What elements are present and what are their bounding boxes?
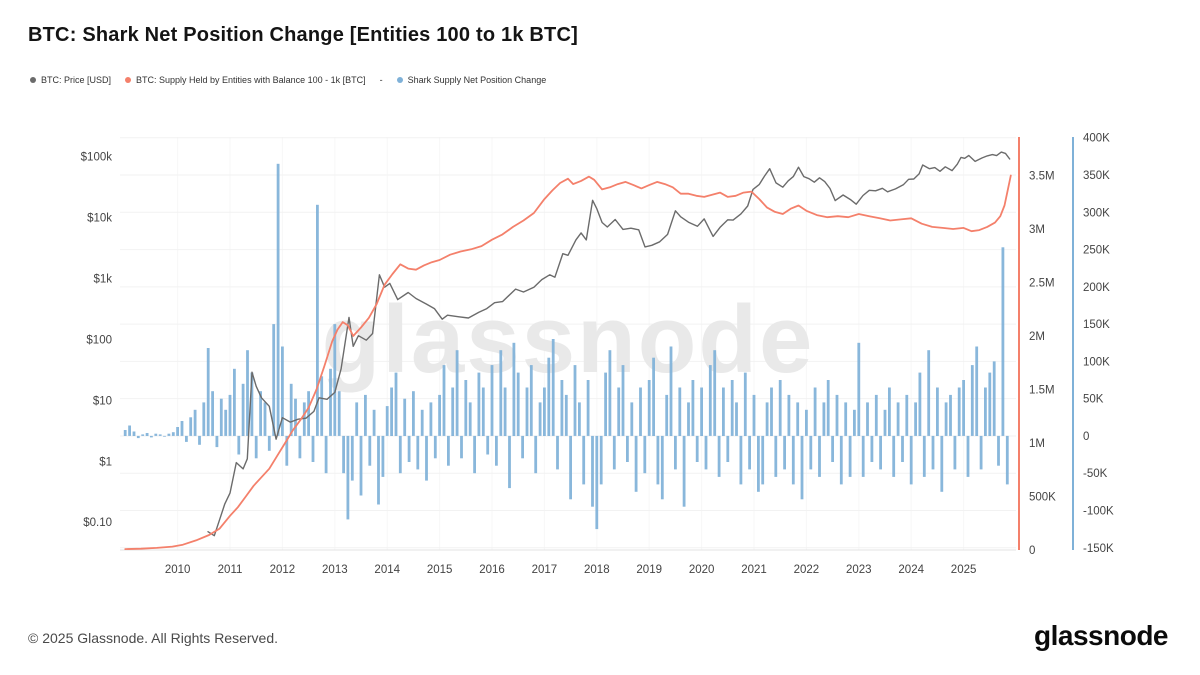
net-axis-tick: 400K [1083,133,1110,145]
legend-item-1[interactable]: BTC: Supply Held by Entities with Balanc… [125,75,366,85]
x-axis-tick: 2022 [794,564,820,576]
copyright-text: © 2025 Glassnode. All Rights Reserved. [28,630,279,646]
net-axis-tick: -50K [1083,468,1108,480]
price-axis-tick: $10 [93,395,112,407]
net-axis-tick: 100K [1083,356,1110,368]
legend-label: Shark Supply Net Position Change [407,75,547,85]
x-axis-tick: 2021 [741,564,767,576]
x-axis-tick: 2017 [532,564,558,576]
price-axis-tick: $100k [81,152,113,164]
legend-item-2[interactable]: Shark Supply Net Position Change [396,75,547,85]
price-axis-tick: $100 [86,334,112,346]
price-axis-tick: $1k [93,273,112,285]
supply-axis-tick: 2.5M [1029,278,1055,290]
x-axis-tick: 2015 [427,564,453,576]
legend-dot-icon [396,77,403,83]
x-axis-tick: 2016 [479,564,505,576]
x-axis-tick: 2014 [374,564,400,576]
chart-gridlines [120,137,1016,551]
legend-separator: - [379,75,383,85]
legend-dot-icon [125,77,132,83]
legend-label: BTC: Supply Held by Entities with Balanc… [136,75,366,85]
x-axis-tick: 2024 [898,564,924,576]
chart-title: BTC: Shark Net Position Change [Entities… [28,24,578,46]
supply-axis-tick: 3.5M [1029,171,1055,183]
supply-axis-tick: 500K [1029,492,1056,504]
glassnode-logo: glassnode [1034,620,1168,651]
x-axis-tick: 2025 [951,564,977,576]
legend-dot-icon [30,77,36,83]
x-axis-tick: 2012 [270,564,296,576]
legend-item-0[interactable]: BTC: Price [USD] [30,75,111,85]
net-axis-tick: 300K [1083,207,1110,219]
series-price-line[interactable] [207,151,1011,537]
legend-label: BTC: Price [USD] [41,75,112,85]
net-axis-tick: 200K [1083,282,1110,294]
net-axis-tick: 150K [1083,319,1110,331]
net-axis-tick: 50K [1083,394,1104,406]
x-axis-tick: 2019 [636,564,662,576]
legend: BTC: Price [USD] BTC: Supply Held by Enti… [30,75,546,85]
x-axis-tick: 2018 [584,564,610,576]
series-supply-line[interactable] [124,174,1012,550]
net-axis-tick: 250K [1083,245,1110,257]
supply-axis-tick: 2M [1029,331,1045,343]
watermark: glassnode [322,286,815,393]
supply-axis-tick: 1.5M [1029,385,1055,397]
series-net-position-bars[interactable] [123,163,1009,530]
net-axis-tick: 0 [1083,431,1089,443]
supply-axis-tick: 0 [1029,545,1035,557]
supply-axis-tick: 1M [1029,438,1045,450]
x-axis-tick: 2020 [689,564,715,576]
net-axis-tick: -100K [1083,505,1114,517]
price-axis-tick: $0.10 [83,517,112,529]
x-axis-tick: 2013 [322,564,348,576]
x-axis-tick: 2011 [218,564,243,576]
supply-axis-tick: 3M [1029,224,1045,236]
x-axis-tick: 2023 [846,564,872,576]
net-axis-tick: 350K [1083,170,1110,182]
x-axis-tick: 2010 [165,564,191,576]
price-axis-tick: $1 [99,456,112,468]
price-axis-tick: $10k [87,213,112,225]
net-axis-tick: -150K [1083,543,1114,555]
